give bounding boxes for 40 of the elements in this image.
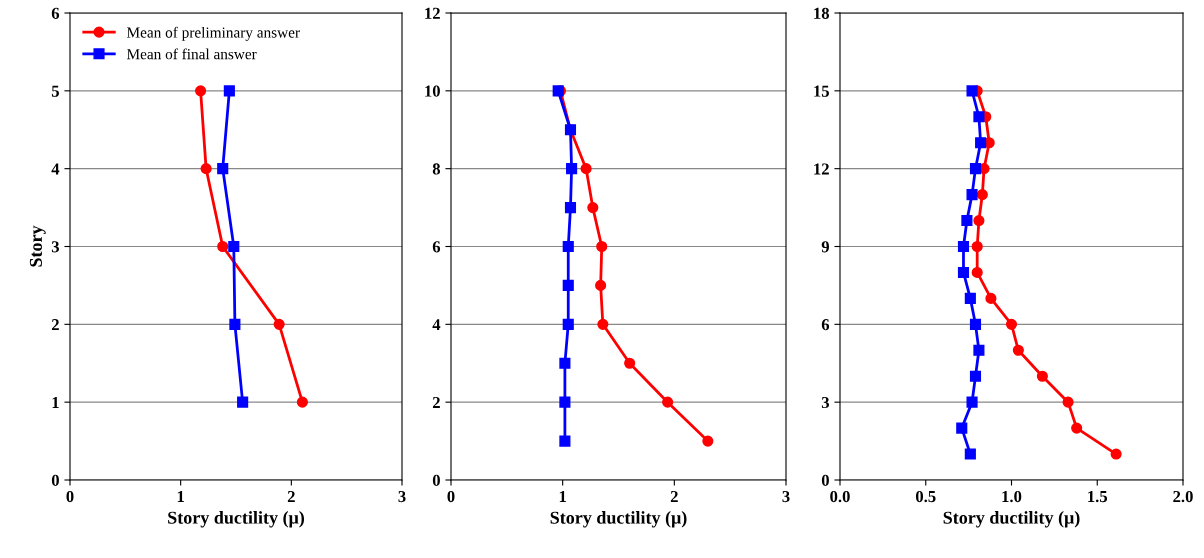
y-tick-label: 2 <box>51 319 59 331</box>
x-tick-label: 1 <box>559 490 566 502</box>
x-tick-label: 0 <box>447 490 455 503</box>
y-tick-label: 4 <box>51 163 60 175</box>
x-tick-label: 1.5 <box>1088 490 1108 503</box>
y-tick-label: 3 <box>51 241 60 253</box>
y-tick-label: 6 <box>821 319 830 331</box>
x-tick-label: 1.0 <box>1002 490 1022 503</box>
y-tick-label: 1 <box>52 396 59 408</box>
x-tick-label: 2 <box>287 490 295 502</box>
y-tick-label: 6 <box>51 7 60 19</box>
y-tick-label: 0 <box>821 474 829 486</box>
x-tick-label: 3 <box>398 490 406 503</box>
x-tick-label: 0.5 <box>915 490 936 503</box>
x-tick-label: 0 <box>66 490 74 503</box>
x-tick-label: 2 <box>670 490 678 502</box>
y-tick-label: 10 <box>425 85 440 97</box>
y-tick-label: 9 <box>821 241 829 253</box>
y-tick-label: 4 <box>432 319 441 331</box>
y-tick-label: 12 <box>425 7 440 19</box>
y-tick-label: 12 <box>814 163 829 175</box>
y-tick-label: 8 <box>432 163 441 175</box>
y-tick-label: 6 <box>432 241 441 253</box>
x-tick-label: 1 <box>177 490 184 502</box>
x-tick-label: 0.0 <box>830 490 850 503</box>
legend-label: Mean of preliminary answer <box>126 26 300 41</box>
y-tick-label: 18 <box>814 7 830 19</box>
x-axis-title: Story ductility (μ) <box>550 511 687 528</box>
y-tick-label: 5 <box>51 85 59 97</box>
y-tick-label: 2 <box>432 396 440 408</box>
x-tick-label: 3 <box>782 490 790 503</box>
y-axis-title: Story <box>29 225 46 267</box>
x-tick-label: 2.0 <box>1173 490 1193 503</box>
y-tick-label: 3 <box>821 396 830 409</box>
y-tick-label: 0 <box>51 474 59 486</box>
legend-label: Mean of final answer <box>126 48 257 60</box>
x-axis-title: Story ductility (μ) <box>168 511 305 528</box>
y-tick-label: 0 <box>432 474 440 486</box>
y-tick-label: 15 <box>814 85 829 97</box>
x-axis-title: Story ductility (μ) <box>943 511 1080 528</box>
